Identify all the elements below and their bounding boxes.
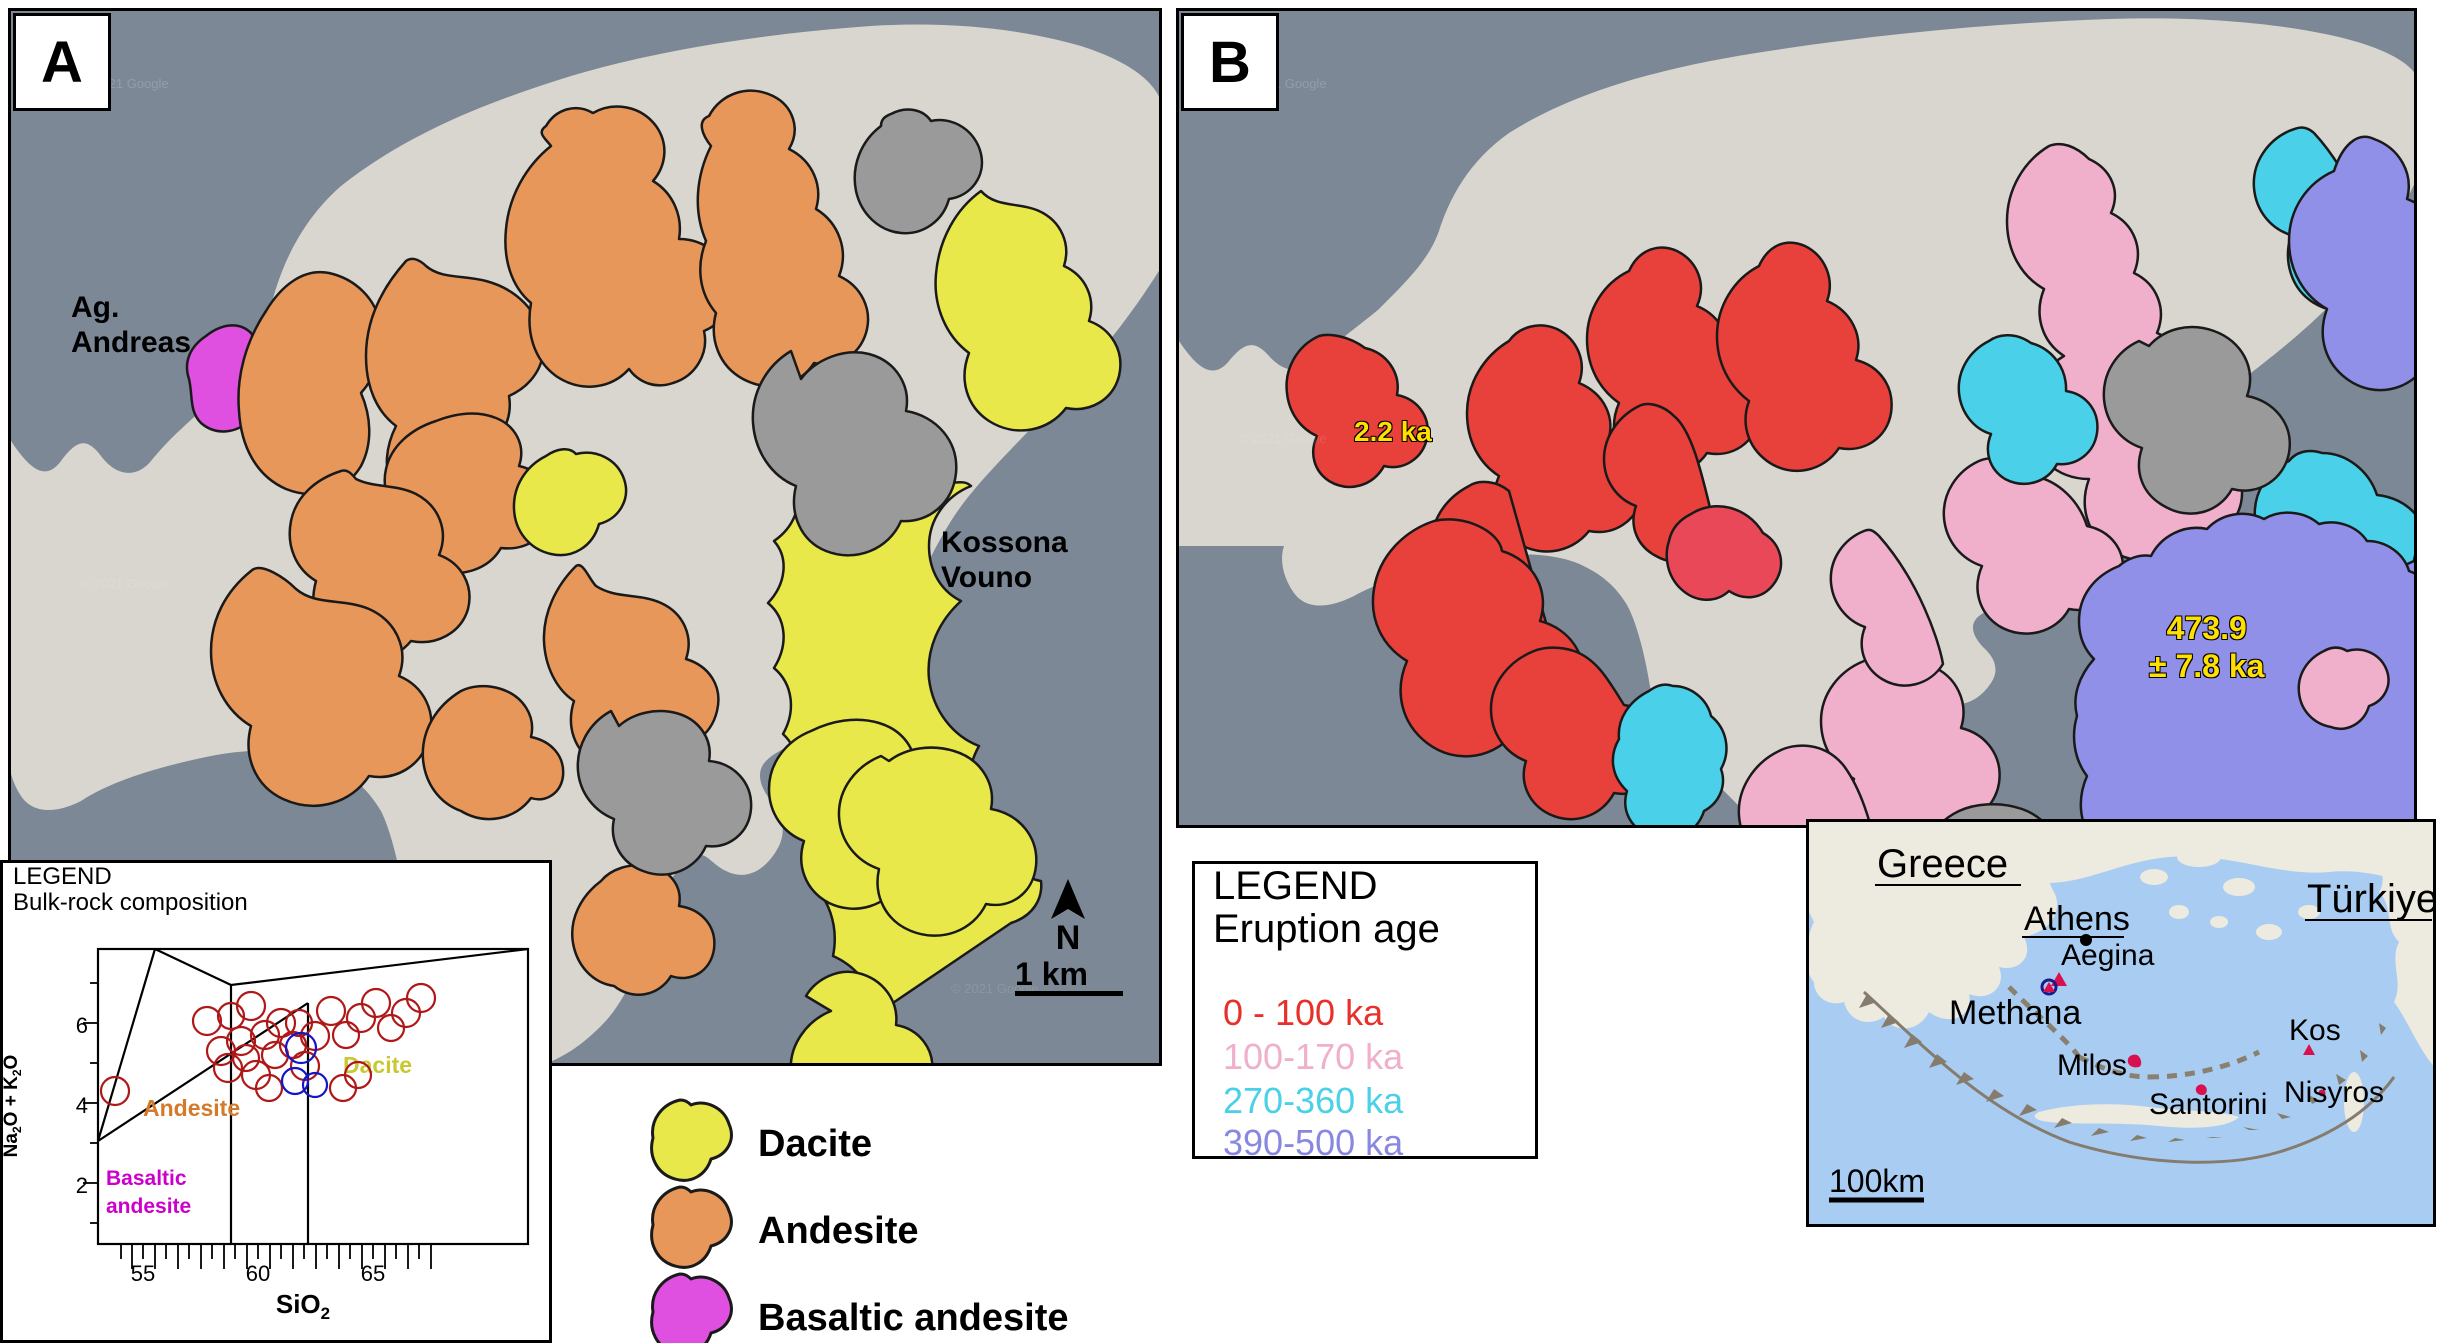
svg-text:Santorini: Santorini [2149,1088,2267,1121]
svg-text:55: 55 [131,1261,155,1286]
svg-text:Nisyros: Nisyros [2284,1076,2384,1109]
svg-text:100km: 100km [1829,1163,1925,1199]
svg-text:Methana: Methana [1949,994,2081,1032]
svg-text:N: N [1056,919,1081,957]
svg-text:2: 2 [76,1173,88,1198]
svg-text:Dacite: Dacite [343,1052,412,1078]
svg-text:4: 4 [76,1093,88,1118]
svg-text:Basaltic: Basaltic [106,1167,187,1190]
svg-text:SiO2: SiO2 [276,1289,330,1323]
svg-text:Greece: Greece [1877,842,2008,886]
svg-text:Athens: Athens [2024,900,2130,938]
svg-text:Milos: Milos [2057,1049,2127,1082]
svg-text:Andesite: Andesite [143,1095,240,1121]
svg-text:6: 6 [76,1013,88,1038]
svg-text:65: 65 [361,1261,385,1286]
svg-text:Aegina: Aegina [2061,939,2155,972]
svg-text:andesite: andesite [106,1195,191,1218]
svg-text:Türkiye: Türkiye [2307,877,2436,921]
svg-text:60: 60 [246,1261,270,1286]
svg-text:Kos: Kos [2289,1014,2341,1047]
